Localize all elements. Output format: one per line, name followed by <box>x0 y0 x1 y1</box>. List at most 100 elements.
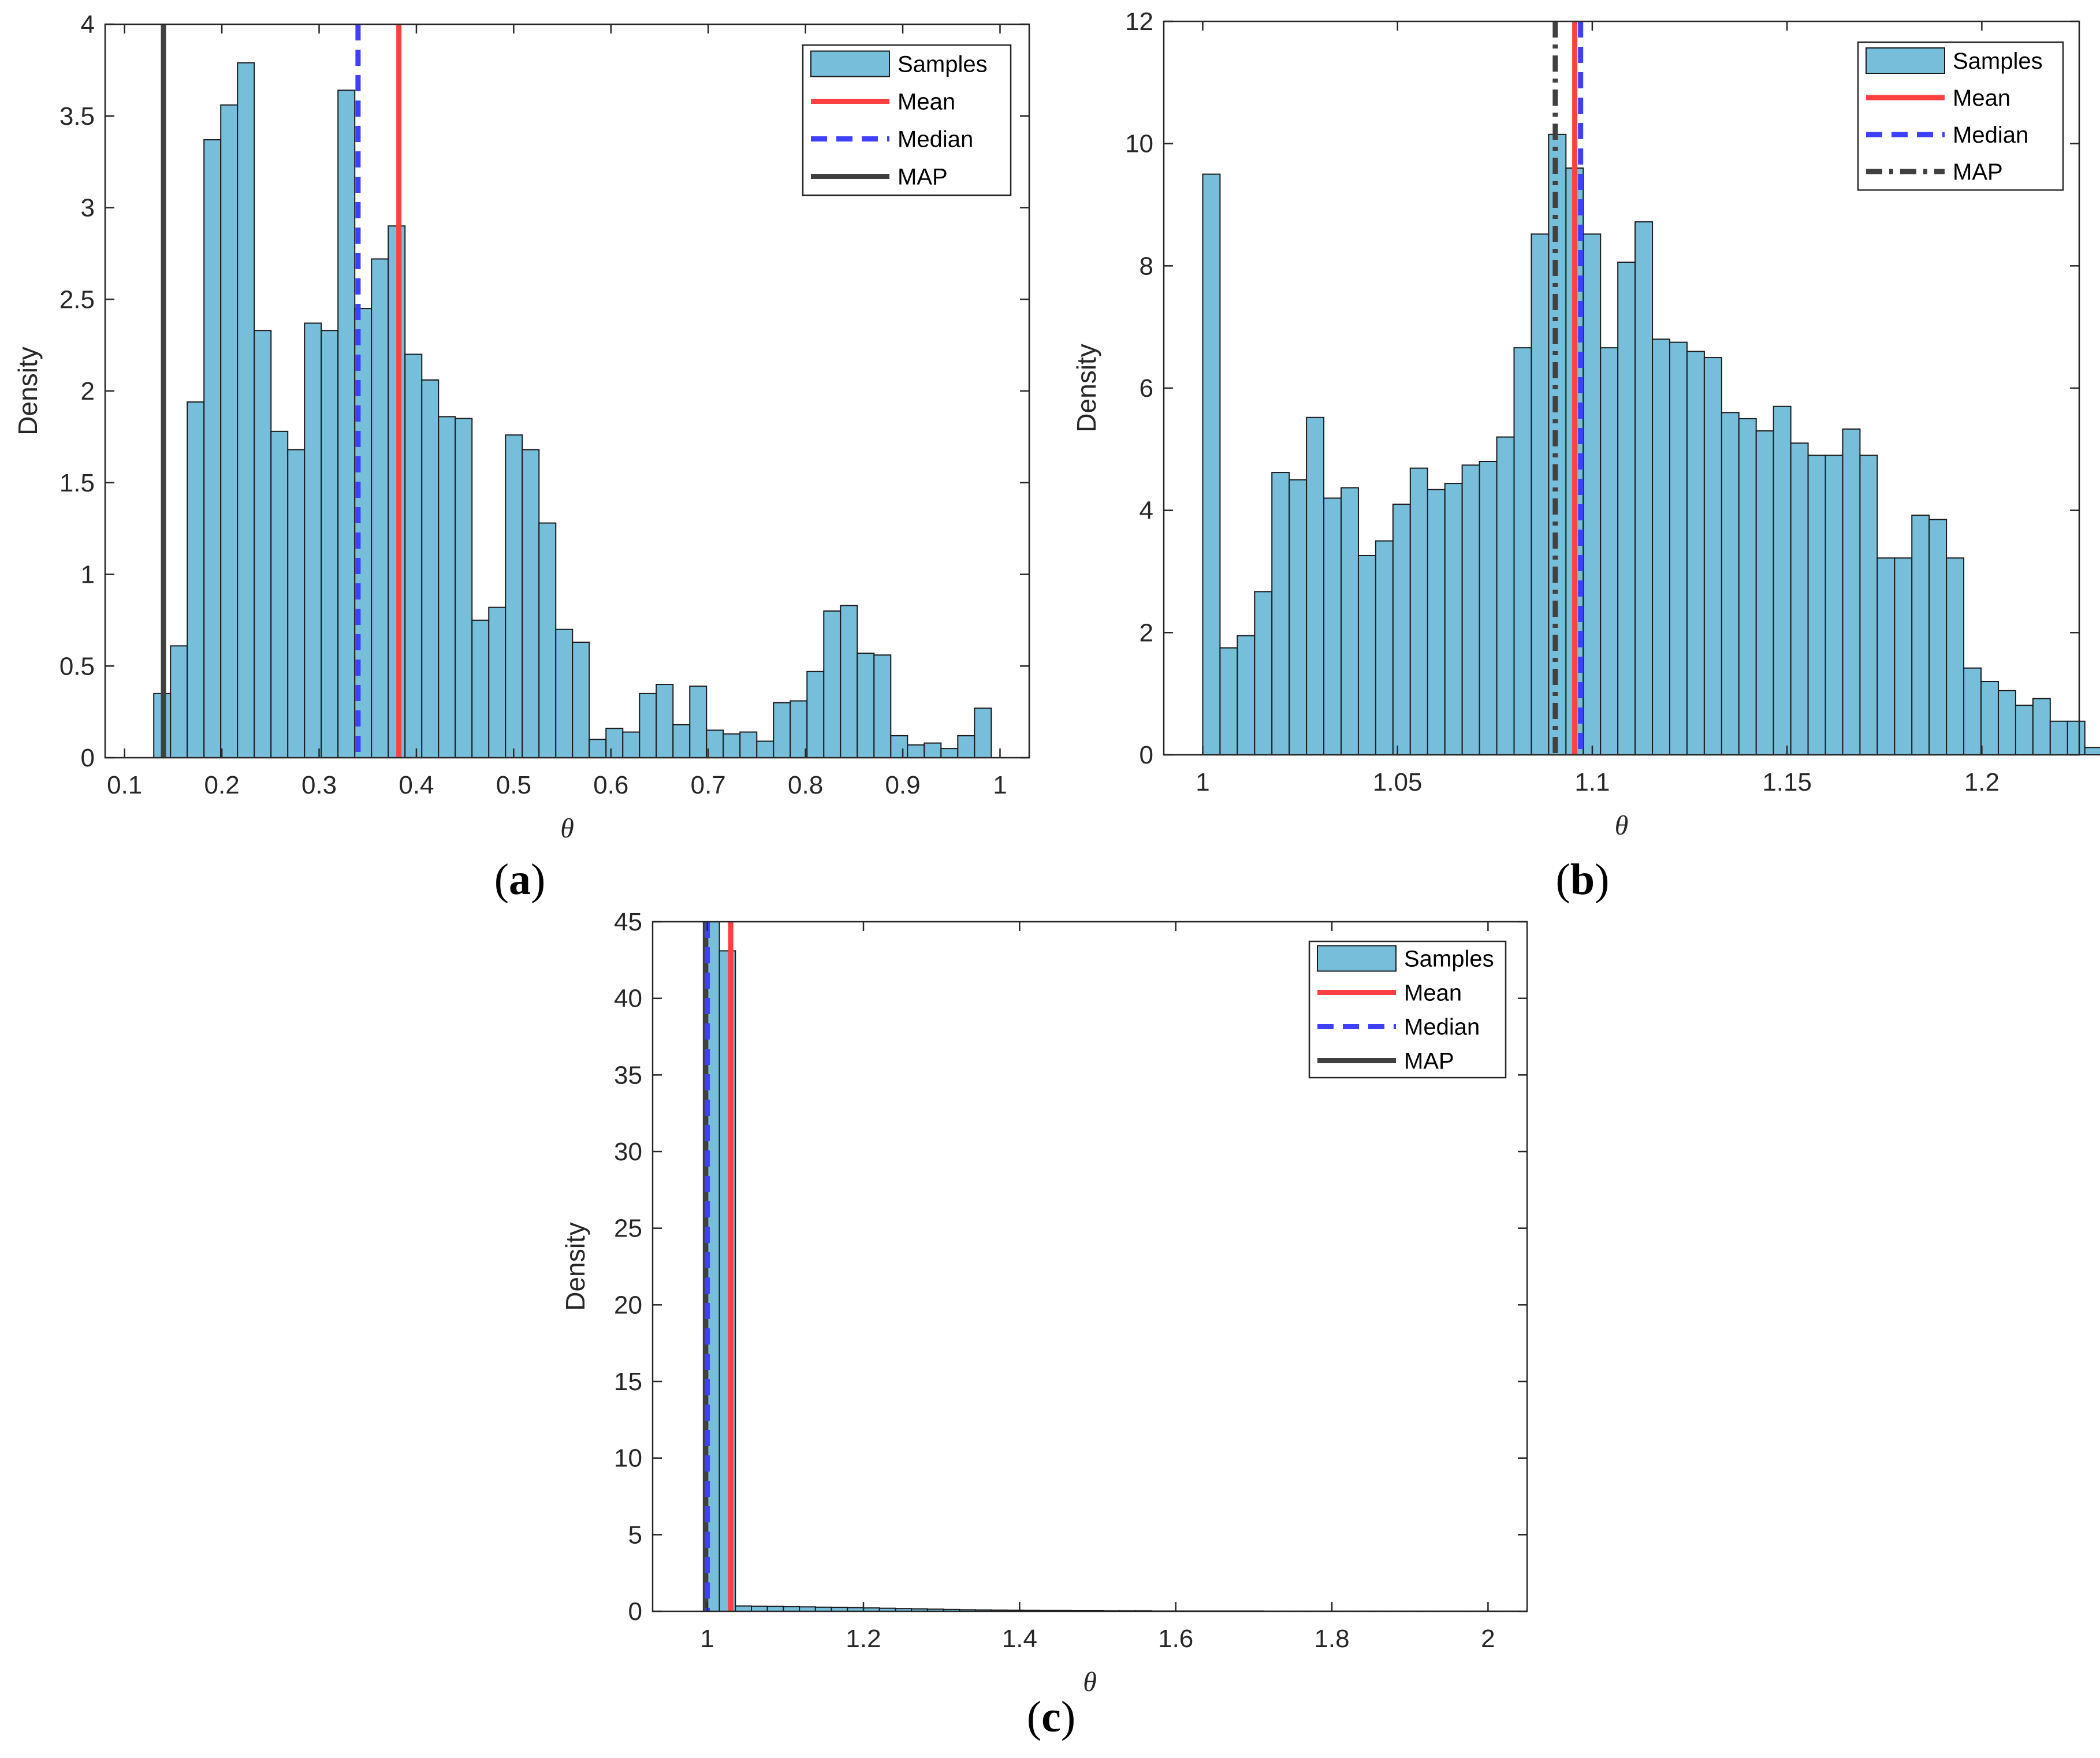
histogram-bar-a <box>170 645 188 758</box>
histogram-bar-b <box>1842 428 1861 755</box>
histogram-bar-a <box>672 724 691 758</box>
histogram-bar-b <box>1807 455 1826 755</box>
histogram-bar-a <box>589 739 607 758</box>
histogram-bar-b <box>1496 436 1515 755</box>
histogram-bar-a <box>304 322 322 758</box>
histogram-bar-b <box>1357 554 1376 755</box>
histogram-bar-a <box>538 522 557 758</box>
histogram-bar-b <box>2049 720 2068 755</box>
histogram-bar-b <box>1583 233 1602 755</box>
chart-a-bars <box>153 62 992 759</box>
legend-label-samples-b: Samples <box>1953 49 2043 74</box>
legend-label-map-b: MAP <box>1953 159 2003 185</box>
histogram-bar-b <box>1513 347 1532 755</box>
x-tick-label-c: 2 <box>1481 1625 1495 1653</box>
y-tick-label-a: 4 <box>81 10 95 39</box>
x-tick-label-b: 1 <box>1196 768 1209 796</box>
histogram-bar-b <box>1254 591 1273 756</box>
histogram-bar-b <box>1479 461 1498 755</box>
histogram-bar-a <box>237 62 255 758</box>
histogram-bar-b <box>1721 412 1740 755</box>
histogram-bar-a <box>924 742 942 758</box>
histogram-bar-a <box>974 707 992 759</box>
legend-label-median-b: Median <box>1953 122 2028 148</box>
histogram-bar-a <box>806 671 825 759</box>
x-tick-label-a: 0.5 <box>496 771 531 799</box>
histogram-bar-a <box>187 401 205 758</box>
x-tick-label-a: 0.2 <box>204 771 240 799</box>
histogram-bar-b <box>1652 338 1670 755</box>
histogram-bar-b <box>1859 455 1878 755</box>
histogram-bar-b <box>1461 464 1480 755</box>
histogram-bar-a <box>907 744 925 759</box>
chart-a-svg: 0.1 0.2 0.3 0.4 0.5 0.6 0.7 0.8 0.9 1 0 0.5 1 1.5 2 2.5… <box>13 10 1030 844</box>
histogram-bar-b <box>1669 341 1688 755</box>
x-tick-label-a: 1 <box>993 771 1007 799</box>
x-tick-label-c: 1.2 <box>846 1625 881 1653</box>
legend-label-median-a: Median <box>898 127 973 152</box>
y-tick-label-c: 35 <box>614 1061 642 1089</box>
legend-label-map-a: MAP <box>898 165 948 190</box>
histogram-bar-b <box>1825 455 1844 755</box>
histogram-bar-a <box>505 434 523 758</box>
histogram-bar-b <box>1894 557 1913 755</box>
x-tick-label-a: 0.6 <box>593 771 628 799</box>
x-tick-label-a: 0.8 <box>788 771 823 799</box>
histogram-bar-b <box>1375 540 1394 755</box>
y-tick-label-a: 0 <box>81 744 95 772</box>
legend-a: Samples Mean Median MAP <box>802 44 1012 196</box>
legend-label-mean-b: Mean <box>1953 85 2010 111</box>
y-tick-label-b: 2 <box>1140 619 1153 647</box>
x-axis-label-a: θ <box>560 813 574 844</box>
y-tick-label-b: 4 <box>1140 497 1153 525</box>
x-tick-label-a: 0.9 <box>885 771 920 799</box>
y-tick-label-c: 15 <box>614 1368 642 1396</box>
x-tick-label-a: 0.4 <box>399 771 434 799</box>
histogram-bar-b <box>1202 173 1221 756</box>
histogram-bar-a <box>555 628 574 758</box>
histogram-bar-a <box>823 610 842 758</box>
histogram-bar-b <box>1289 479 1308 755</box>
y-tick-label-c: 20 <box>614 1291 642 1319</box>
histogram-bar-b <box>1997 690 2016 755</box>
y-tick-label-a: 1.5 <box>59 469 95 497</box>
histogram-bar-b <box>1755 430 1774 755</box>
histogram-bar-b <box>1409 467 1428 755</box>
histogram-bar-a <box>421 379 440 758</box>
histogram-bar-a <box>639 692 657 758</box>
x-axis-label-b: θ <box>1615 810 1629 841</box>
x-tick-label-c: 1.8 <box>1314 1625 1349 1653</box>
y-tick-label-a: 3.5 <box>59 102 95 131</box>
histogram-bar-b <box>1237 635 1256 755</box>
histogram-bar-b <box>1306 416 1325 755</box>
y-tick-label-b: 12 <box>1125 8 1153 36</box>
y-tick-label-b: 0 <box>1140 741 1153 769</box>
histogram-bar-b <box>1617 261 1636 755</box>
caption-a: (a) <box>494 855 546 904</box>
histogram-bar-a <box>656 684 674 758</box>
x-tick-label-b: 1.15 <box>1762 768 1812 796</box>
legend-b: Samples Mean Median MAP <box>1857 41 2064 191</box>
caption-c: (c) <box>1026 1693 1076 1741</box>
histogram-bar-a <box>321 330 339 758</box>
histogram-bar-b <box>1963 667 1982 756</box>
legend-label-mean-a: Mean <box>898 90 955 115</box>
histogram-bar-a <box>622 731 641 759</box>
histogram-bar-a <box>404 353 423 758</box>
x-tick-label-b: 1.05 <box>1373 768 1423 796</box>
y-tick-label-c: 5 <box>628 1521 642 1549</box>
histogram-bar-a <box>270 430 289 758</box>
histogram-bar-a <box>605 728 624 758</box>
histogram-bar-b <box>1980 681 1999 755</box>
histogram-bar-b <box>2015 705 2034 756</box>
chart-b-bars <box>1202 133 2100 756</box>
legend-c: Samples Mean Median MAP <box>1308 940 1507 1079</box>
histogram-bar-a <box>203 139 222 758</box>
histogram-bar-c <box>735 1605 753 1612</box>
histogram-bar-b <box>2032 698 2051 755</box>
x-tick-label-a: 0.7 <box>691 771 726 799</box>
histogram-bar-b <box>1703 357 1722 755</box>
x-tick-label-a: 0.3 <box>301 771 337 799</box>
histogram-bar-a <box>706 729 724 758</box>
